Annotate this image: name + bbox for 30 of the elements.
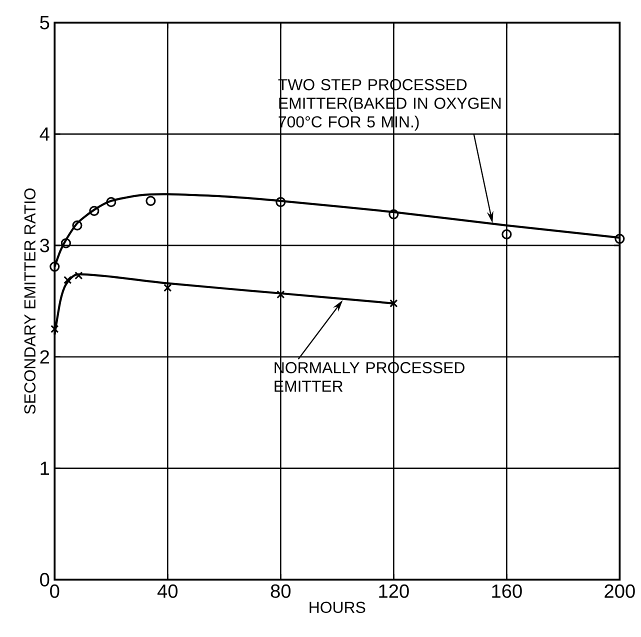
x-tick-label: 0 [50, 584, 60, 598]
x-tick-label: 160 [492, 584, 522, 598]
point [60, 238, 71, 248]
point [390, 299, 398, 308]
y-tick-label: 4 [40, 127, 50, 141]
point [276, 290, 285, 299]
x-tick-label: 40 [157, 584, 178, 598]
y-tick-label: 0 [40, 572, 50, 586]
point [74, 271, 83, 280]
point [388, 209, 399, 220]
x-axis-title: HOURS [310, 602, 366, 613]
point [276, 196, 286, 208]
point [72, 220, 82, 230]
point [164, 284, 172, 292]
point [146, 196, 156, 206]
x-tick-label: 200 [604, 584, 635, 598]
point [64, 276, 72, 284]
y-tick-label: 5 [40, 16, 50, 30]
point [89, 206, 100, 216]
y-tick-label: 1 [40, 462, 50, 475]
x-tick-label: 80 [270, 584, 291, 598]
y-tick-label: 3 [40, 238, 50, 252]
y-tick-label: 2 [40, 350, 49, 364]
point [106, 196, 116, 208]
point [50, 262, 60, 272]
point [614, 234, 625, 244]
x-tick-label: 120 [379, 584, 409, 598]
point [50, 324, 59, 334]
point [502, 229, 512, 240]
y-axis-title: SECONDARY EMITTER RATIO [24, 188, 36, 414]
